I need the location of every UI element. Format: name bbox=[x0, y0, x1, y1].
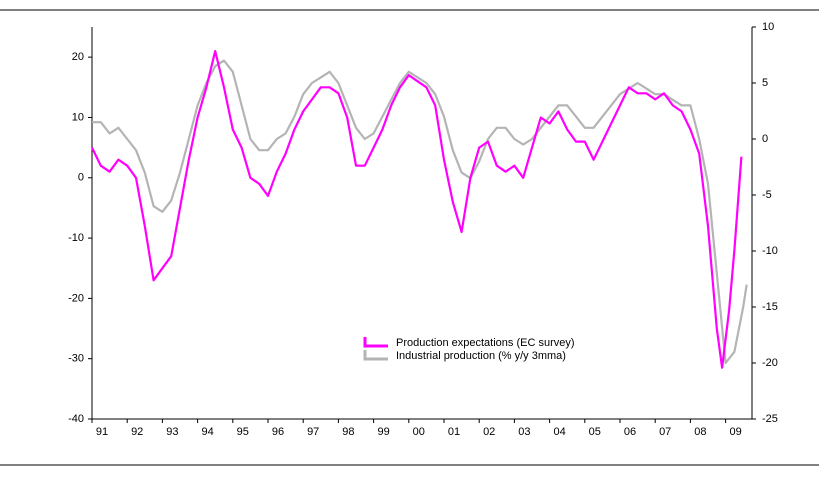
y-tick-label: 10 bbox=[72, 111, 84, 123]
y-tick-label: -20 bbox=[68, 292, 84, 304]
x-tick-label: 03 bbox=[518, 426, 530, 438]
x-tick-label: 09 bbox=[729, 426, 741, 438]
x-tick-label: 97 bbox=[307, 426, 319, 438]
y2-tick-label: 5 bbox=[762, 77, 768, 89]
legend bbox=[360, 332, 682, 366]
y-tick-label: -10 bbox=[68, 232, 84, 244]
legend-swatch bbox=[363, 337, 388, 348]
x-tick-label: 04 bbox=[553, 426, 565, 438]
x-tick-label: 02 bbox=[483, 426, 495, 438]
y2-tick-label: -5 bbox=[762, 189, 772, 201]
y2-tick-label: -25 bbox=[762, 413, 778, 425]
x-tick-label: 96 bbox=[272, 426, 284, 438]
y-tick-label: 20 bbox=[72, 51, 84, 63]
x-tick-label: 06 bbox=[624, 426, 636, 438]
x-tick-label: 05 bbox=[589, 426, 601, 438]
legend-swatch bbox=[363, 350, 388, 361]
y2-tick-label: 10 bbox=[762, 21, 774, 33]
x-tick-label: 93 bbox=[166, 426, 178, 438]
y-tick-label: 0 bbox=[78, 172, 84, 184]
y2-tick-label: 0 bbox=[762, 133, 768, 145]
legend-label: Industrial production (% y/y 3mma) bbox=[396, 350, 566, 362]
x-tick-label: 91 bbox=[96, 426, 108, 438]
x-tick-label: 92 bbox=[131, 426, 143, 438]
y2-tick-label: -15 bbox=[762, 301, 778, 313]
x-tick-label: 01 bbox=[448, 426, 460, 438]
x-tick-label: 08 bbox=[694, 426, 706, 438]
series-line bbox=[91, 50, 743, 369]
x-tick-label: 95 bbox=[237, 426, 249, 438]
legend-label: Production expectations (EC survey) bbox=[396, 337, 575, 349]
series-line bbox=[92, 59, 748, 365]
x-tick-label: 99 bbox=[377, 426, 389, 438]
x-tick-label: 00 bbox=[413, 426, 425, 438]
y2-tick-label: -10 bbox=[762, 245, 778, 257]
y-tick-label: -30 bbox=[68, 353, 84, 365]
x-tick-label: 94 bbox=[201, 426, 213, 438]
y-tick-label: -40 bbox=[68, 413, 84, 425]
x-tick-label: 07 bbox=[659, 426, 671, 438]
y2-tick-label: -20 bbox=[762, 357, 778, 369]
x-tick-label: 98 bbox=[342, 426, 354, 438]
